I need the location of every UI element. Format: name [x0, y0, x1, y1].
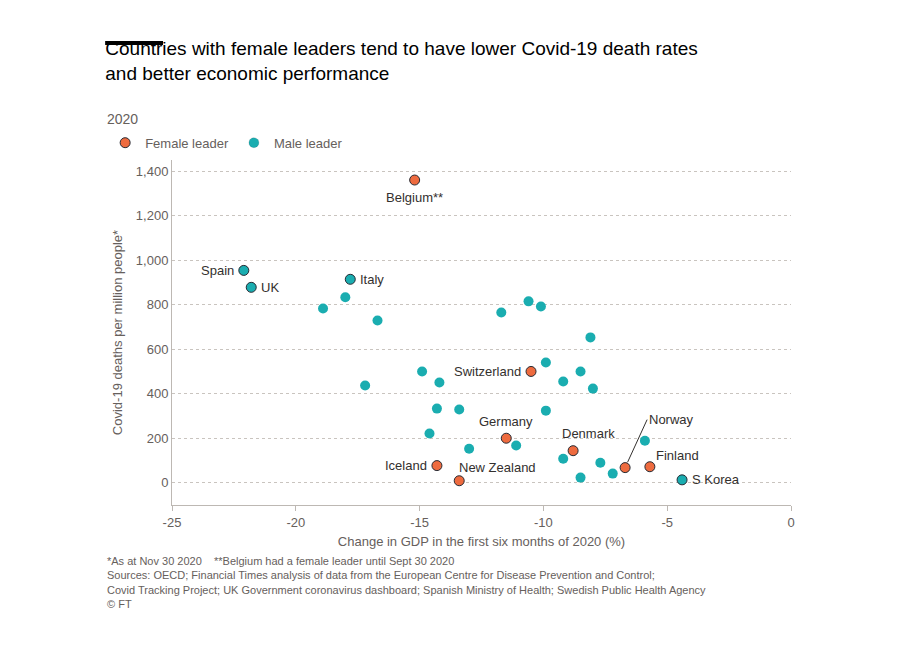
svg-text:S Korea: S Korea	[692, 472, 740, 487]
svg-text:1,000: 1,000	[136, 253, 169, 268]
svg-text:Male leader: Male leader	[274, 136, 343, 151]
svg-text:New Zealand: New Zealand	[459, 460, 536, 475]
svg-text:-5: -5	[661, 515, 673, 530]
svg-text:2020: 2020	[107, 111, 138, 127]
svg-text:-20: -20	[286, 515, 305, 530]
svg-text:1,400: 1,400	[136, 164, 169, 179]
svg-text:Belgium**: Belgium**	[386, 190, 443, 205]
svg-text:Norway: Norway	[649, 412, 694, 427]
svg-text:0: 0	[161, 475, 168, 490]
svg-text:Denmark: Denmark	[562, 426, 615, 441]
svg-text:UK: UK	[261, 280, 279, 295]
svg-text:Change in GDP in the first six: Change in GDP in the first six months of…	[338, 534, 625, 549]
svg-text:400: 400	[147, 386, 169, 401]
svg-text:800: 800	[147, 297, 169, 312]
svg-text:Germany: Germany	[479, 414, 533, 429]
svg-text:Female leader: Female leader	[145, 136, 229, 151]
svg-text:200: 200	[147, 431, 169, 446]
svg-text:*As at Nov 30 2020 **Belgiu: *As at Nov 30 2020 **Belgium had a femal…	[107, 555, 706, 610]
svg-text:Spain: Spain	[201, 263, 234, 278]
svg-text:0: 0	[787, 515, 794, 530]
svg-text:Iceland: Iceland	[385, 458, 427, 473]
svg-text:-25: -25	[163, 515, 182, 530]
svg-text:Covid-19 deaths per million pe: Covid-19 deaths per million people*	[110, 230, 125, 435]
svg-text:Finland: Finland	[656, 448, 699, 463]
svg-text:600: 600	[147, 342, 169, 357]
svg-text:1,200: 1,200	[136, 208, 169, 223]
svg-text:Countries with female leaders: Countries with female leaders tend to ha…	[105, 38, 698, 84]
svg-text:Switzerland: Switzerland	[454, 364, 521, 379]
svg-text:-15: -15	[410, 515, 429, 530]
svg-text:Italy: Italy	[360, 272, 384, 287]
svg-text:-10: -10	[534, 515, 553, 530]
